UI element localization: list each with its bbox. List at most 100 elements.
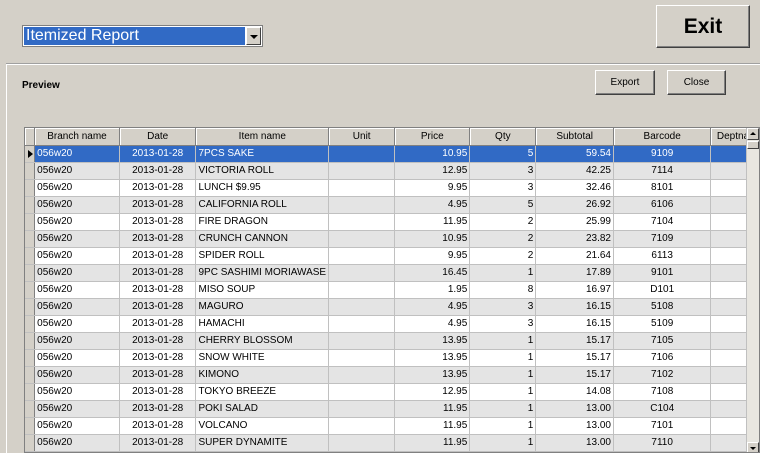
table-cell: 7114: [613, 162, 712, 180]
table-cell: [328, 145, 396, 163]
current-row-arrow-icon: [28, 149, 33, 158]
table-cell: 4.95: [394, 298, 471, 316]
table-cell: 2013-01-28: [119, 366, 197, 384]
table-row[interactable]: 056w20 2013-01-28 FIRE DRAGON 11.95 2 25.99 71…: [25, 213, 759, 231]
table-cell: LUNCH $9.95: [195, 179, 330, 197]
row-indicator: [25, 179, 36, 197]
row-indicator: [25, 230, 36, 248]
table-cell: 11.95: [394, 417, 471, 435]
close-button[interactable]: Close: [667, 70, 726, 95]
table-cell: 32.46: [535, 179, 614, 197]
table-cell: CALIFORNIA ROLL: [195, 196, 330, 214]
table-cell: 7106: [613, 349, 712, 367]
table-cell: 7110: [613, 434, 712, 452]
table-row[interactable]: 056w20 2013-01-28 VOLCANO 11.95 1 13.00 7101: [25, 417, 759, 435]
table-cell: 2013-01-28: [119, 145, 197, 163]
export-button[interactable]: Export: [595, 70, 655, 95]
table-row[interactable]: 056w20 2013-01-28 TOKYO BREEZE 12.95 1 14.08 7…: [25, 383, 759, 401]
column-header[interactable]: Qty: [469, 128, 537, 146]
table-cell: [328, 332, 396, 350]
table-cell: 15.17: [535, 332, 614, 350]
column-header[interactable]: Item name: [195, 128, 330, 146]
table-cell: [328, 162, 396, 180]
table-cell: 21.64: [535, 247, 614, 265]
row-indicator: [25, 196, 36, 214]
table-cell: 25.99: [535, 213, 614, 231]
table-row[interactable]: 056w20 2013-01-28 HAMACHI 4.95 3 16.15 5109: [25, 315, 759, 333]
table-cell: 2013-01-28: [119, 213, 197, 231]
column-header[interactable]: Date: [119, 128, 197, 146]
table-cell: 7108: [613, 383, 712, 401]
row-indicator: [25, 264, 36, 282]
chevron-down-icon[interactable]: [246, 27, 261, 45]
table-cell: 11.95: [394, 400, 471, 418]
table-row[interactable]: 056w20 2013-01-28 CRUNCH CANNON 10.95 2 23.82…: [25, 230, 759, 248]
table-cell: 2013-01-28: [119, 434, 197, 452]
vertical-scrollbar[interactable]: [746, 128, 759, 452]
table-row[interactable]: 056w20 2013-01-28 9PC SASHIMI MORIAWASE 16.…: [25, 264, 759, 282]
table-row[interactable]: 056w20 2013-01-28 CALIFORNIA ROLL 4.95 5 26.9…: [25, 196, 759, 214]
table-cell: MAGURO: [195, 298, 330, 316]
scroll-down-icon[interactable]: [747, 442, 759, 452]
table-cell: 2013-01-28: [119, 315, 197, 333]
column-header[interactable]: Price: [394, 128, 471, 146]
row-indicator: [25, 247, 36, 265]
table-cell: 056w20: [34, 417, 120, 435]
itemized-report-grid[interactable]: Branch name Date Item name Unit Price Qty Subt…: [24, 127, 760, 453]
table-row[interactable]: 056w20 2013-01-28 KIMONO 13.95 1 15.17 7102: [25, 366, 759, 384]
table-cell: 10.95: [394, 230, 471, 248]
table-cell: [328, 298, 396, 316]
table-cell: 056w20: [34, 230, 120, 248]
table-cell: 1: [469, 349, 537, 367]
table-cell: [328, 417, 396, 435]
table-row[interactable]: 056w20 2013-01-28 LUNCH $9.95 9.95 3 32.46 810…: [25, 179, 759, 197]
table-cell: 1: [469, 366, 537, 384]
table-cell: 15.17: [535, 366, 614, 384]
table-header-row: Branch name Date Item name Unit Price Qty Subt…: [25, 128, 759, 146]
table-cell: [328, 366, 396, 384]
table-row[interactable]: 056w20 2013-01-28 POKI SALAD 11.95 1 13.00 C10…: [25, 400, 759, 418]
table-cell: 056w20: [34, 281, 120, 299]
column-header[interactable]: Branch name: [34, 128, 120, 146]
table-cell: [328, 400, 396, 418]
table-cell: 42.25: [535, 162, 614, 180]
table-cell: 14.08: [535, 383, 614, 401]
scroll-up-icon[interactable]: [747, 128, 759, 140]
table-row[interactable]: 056w20 2013-01-28 CHERRY BLOSSOM 13.95 1 15.1…: [25, 332, 759, 350]
table-cell: SUPER DYNAMITE: [195, 434, 330, 452]
row-indicator: [25, 315, 36, 333]
row-indicator: [25, 298, 36, 316]
table-row[interactable]: 056w20 2013-01-28 SUPER DYNAMITE 11.95 1 13.0…: [25, 434, 759, 452]
row-indicator: [25, 145, 36, 163]
row-indicator-header: [25, 128, 36, 146]
table-cell: [328, 281, 396, 299]
column-header[interactable]: Barcode: [613, 128, 712, 146]
table-cell: 056w20: [34, 264, 120, 282]
table-cell: 3: [469, 179, 537, 197]
table-cell: 16.15: [535, 315, 614, 333]
column-header[interactable]: Unit: [328, 128, 396, 146]
table-cell: 056w20: [34, 247, 120, 265]
table-cell: [328, 247, 396, 265]
table-cell: 2013-01-28: [119, 281, 197, 299]
scroll-thumb[interactable]: [747, 141, 759, 149]
table-row[interactable]: 056w20 2013-01-28 7PCS SAKE 10.95 5 59.54 9109: [25, 145, 759, 163]
table-cell: 17.89: [535, 264, 614, 282]
exit-button[interactable]: Exit: [656, 5, 750, 48]
table-row[interactable]: 056w20 2013-01-28 VICTORIA ROLL 12.95 3 42.25…: [25, 162, 759, 180]
table-cell: 056w20: [34, 332, 120, 350]
table-cell: 5109: [613, 315, 712, 333]
column-header[interactable]: Subtotal: [535, 128, 614, 146]
row-indicator: [25, 434, 36, 452]
table-cell: 7109: [613, 230, 712, 248]
report-type-select[interactable]: Itemized Report: [22, 25, 263, 47]
table-cell: 11.95: [394, 213, 471, 231]
table-cell: 59.54: [535, 145, 614, 163]
table-cell: 7101: [613, 417, 712, 435]
table-cell: 4.95: [394, 196, 471, 214]
table-row[interactable]: 056w20 2013-01-28 SPIDER ROLL 9.95 2 21.64 611…: [25, 247, 759, 265]
table-row[interactable]: 056w20 2013-01-28 SNOW WHITE 13.95 1 15.17 710…: [25, 349, 759, 367]
table-cell: [328, 349, 396, 367]
table-row[interactable]: 056w20 2013-01-28 MAGURO 4.95 3 16.15 5108: [25, 298, 759, 316]
table-row[interactable]: 056w20 2013-01-28 MISO SOUP 1.95 8 16.97 D101: [25, 281, 759, 299]
